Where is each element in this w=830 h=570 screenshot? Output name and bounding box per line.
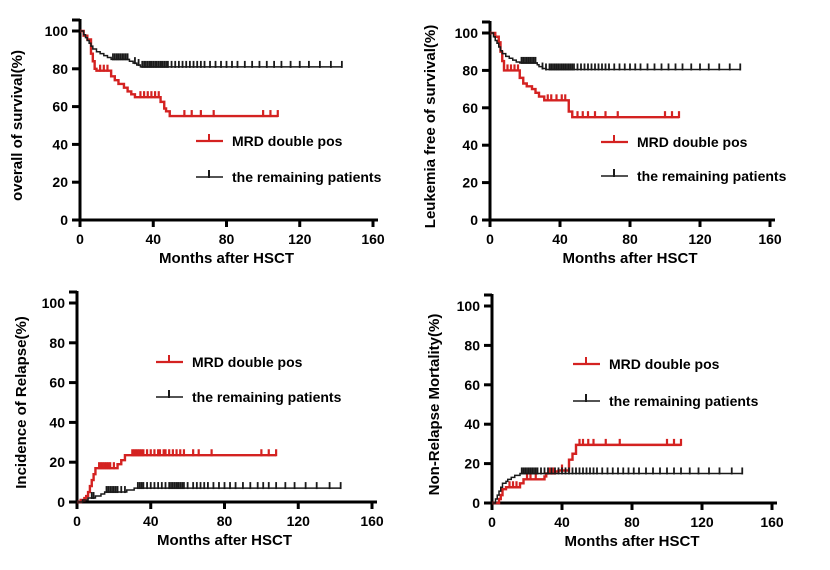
y-tick-label: 80 xyxy=(464,337,480,353)
legend-label: MRD double pos xyxy=(609,356,720,372)
km-chart-svg: 0 40 80 120 160 0 20 40 60 80 100 Months after HSCT… xyxy=(9,18,385,267)
y-tick-label: 40 xyxy=(464,416,480,432)
km-curve-remaining xyxy=(492,472,743,504)
legend-label: the remaining patients xyxy=(609,393,759,409)
censor-ticks-mrd xyxy=(98,449,278,470)
x-axis-title: Months after HSCT xyxy=(563,250,698,267)
km-curve-mrd xyxy=(492,443,681,505)
x-tick-label: 80 xyxy=(219,231,235,247)
legend-label: the remaining patients xyxy=(637,168,787,184)
y-axis-title: Leukemia free of survival(%) xyxy=(422,25,439,228)
y-tick-label: 0 xyxy=(470,212,478,228)
censor-ticks-mrd xyxy=(99,64,279,118)
x-tick-label: 120 xyxy=(688,231,712,247)
x-tick-label: 160 xyxy=(758,231,782,247)
x-tick-label: 160 xyxy=(760,514,784,530)
legend-item: the remaining patients xyxy=(196,169,382,185)
y-tick-label: 100 xyxy=(45,23,69,39)
panel-incidence-of-relapse: 0 40 80 120 160 0 20 40 60 80 100 Months after HSCT… xyxy=(0,285,415,570)
x-axis-title: Months after HSCT xyxy=(565,533,700,550)
x-tick-label: 40 xyxy=(145,231,161,247)
y-tick-label: 0 xyxy=(472,495,480,511)
y-tick-label: 60 xyxy=(49,375,65,391)
legend-label: the remaining patients xyxy=(192,389,342,405)
km-curve-mrd xyxy=(490,31,679,119)
y-axis-title: Non-Relapse Mortality(%) xyxy=(426,314,443,496)
y-tick-label: 60 xyxy=(52,99,68,115)
y-axis-title: overall of survival(%) xyxy=(9,50,26,201)
censor-ticks-mrd xyxy=(506,64,681,119)
censor-ticks-mrd xyxy=(508,438,683,489)
legend-label: MRD double pos xyxy=(192,354,303,370)
y-tick-label: 40 xyxy=(462,137,478,153)
y-tick-label: 100 xyxy=(455,25,479,41)
legend-item: the remaining patients xyxy=(573,393,759,409)
legend-label: MRD double pos xyxy=(232,133,343,149)
x-tick-label: 80 xyxy=(622,231,638,247)
censor-ticks-remaining xyxy=(90,482,342,500)
km-chart-svg: 0 40 80 120 160 0 20 40 60 80 100 Months after HSCT… xyxy=(422,20,787,267)
y-tick-label: 0 xyxy=(60,212,68,228)
x-tick-label: 0 xyxy=(486,231,494,247)
km-curve-remaining xyxy=(490,32,741,71)
x-tick-label: 0 xyxy=(488,514,496,530)
x-axis-title: Months after HSCT xyxy=(159,250,294,267)
km-curve-mrd xyxy=(77,454,277,504)
x-tick-label: 80 xyxy=(217,513,233,529)
y-tick-label: 80 xyxy=(52,61,68,77)
legend-item: MRD double pos xyxy=(156,354,303,370)
x-tick-label: 80 xyxy=(624,514,640,530)
legend-item: MRD double pos xyxy=(573,356,720,372)
x-tick-label: 0 xyxy=(76,231,84,247)
x-tick-label: 40 xyxy=(554,514,570,530)
x-tick-label: 40 xyxy=(552,231,568,247)
x-tick-label: 120 xyxy=(288,231,312,247)
panel-leukemia-free-survival: 0 40 80 120 160 0 20 40 60 80 100 Months after HSCT… xyxy=(415,0,830,285)
km-curve-remaining xyxy=(77,487,341,503)
censor-ticks-remaining xyxy=(112,53,343,68)
km-curve-remaining xyxy=(80,30,342,68)
legend-item: MRD double pos xyxy=(601,134,748,150)
y-tick-label: 20 xyxy=(49,454,65,470)
x-tick-label: 120 xyxy=(287,513,311,529)
y-tick-label: 80 xyxy=(49,335,65,351)
x-tick-label: 160 xyxy=(361,231,385,247)
y-tick-label: 40 xyxy=(49,414,65,430)
censor-ticks-remaining xyxy=(520,467,744,475)
y-tick-label: 40 xyxy=(52,136,68,152)
panel-overall-survival: 0 40 80 120 160 0 20 40 60 80 100 Months after HSCT… xyxy=(0,0,415,285)
legend-item: the remaining patients xyxy=(601,168,787,184)
x-tick-label: 0 xyxy=(73,513,81,529)
y-tick-label: 100 xyxy=(42,295,66,311)
x-tick-label: 40 xyxy=(143,513,159,529)
y-tick-label: 100 xyxy=(457,298,481,314)
y-tick-label: 20 xyxy=(52,174,68,190)
y-tick-label: 80 xyxy=(462,62,478,78)
y-axis-title: Incidence of Relapse(%) xyxy=(13,316,30,489)
km-chart-svg: 0 40 80 120 160 0 20 40 60 80 100 Months after HSCT… xyxy=(13,290,384,549)
y-tick-label: 0 xyxy=(57,494,65,510)
km-chart-svg: 0 40 80 120 160 0 20 40 60 80 100 Months after HSCT… xyxy=(426,293,784,550)
legend-label: the remaining patients xyxy=(232,169,382,185)
y-tick-label: 60 xyxy=(462,100,478,116)
legend-label: MRD double pos xyxy=(637,134,748,150)
y-tick-label: 20 xyxy=(464,456,480,472)
censor-ticks-remaining xyxy=(520,56,742,71)
x-axis-title: Months after HSCT xyxy=(157,532,292,549)
y-tick-label: 60 xyxy=(464,377,480,393)
y-tick-label: 20 xyxy=(462,175,478,191)
panel-non-relapse-mortality: 0 40 80 120 160 0 20 40 60 80 100 Months after HSCT… xyxy=(415,285,830,570)
x-tick-label: 160 xyxy=(360,513,384,529)
legend-item: MRD double pos xyxy=(196,133,343,149)
km-curve-mrd xyxy=(80,29,278,118)
legend-item: the remaining patients xyxy=(156,389,342,405)
x-tick-label: 120 xyxy=(690,514,714,530)
